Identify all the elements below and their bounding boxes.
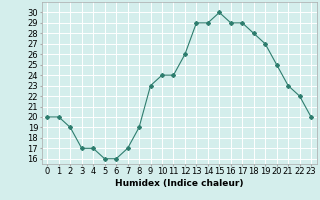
X-axis label: Humidex (Indice chaleur): Humidex (Indice chaleur): [115, 179, 244, 188]
